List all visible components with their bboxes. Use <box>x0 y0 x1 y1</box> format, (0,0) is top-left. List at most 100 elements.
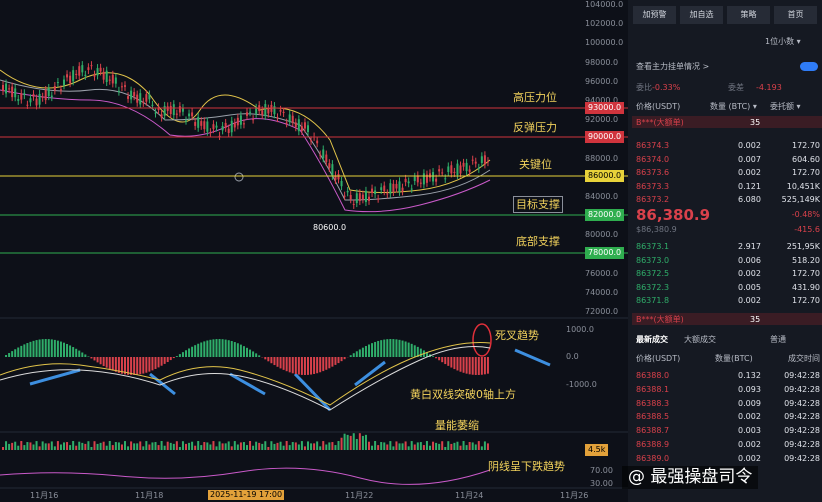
macd-bar <box>313 357 316 374</box>
volume-bar <box>389 441 392 450</box>
trade-header: 数量(BTC) <box>715 354 753 363</box>
candle <box>246 112 248 116</box>
macd-bar <box>425 352 428 357</box>
candle <box>130 90 133 100</box>
book-header: 数量 (BTC) ▾ <box>710 102 757 111</box>
volume-bar <box>230 446 233 450</box>
price-tick: 104000.0 <box>585 0 624 9</box>
candle <box>53 86 56 91</box>
macd-bar <box>172 357 175 359</box>
volume-bar <box>435 442 438 450</box>
macd-bar <box>139 357 142 375</box>
trade-tab[interactable]: 普通 <box>770 335 786 344</box>
macd-bar <box>114 357 117 372</box>
level-note: 底部支撑 <box>516 235 560 248</box>
trade-amount: 09:42:28 <box>784 453 820 463</box>
panel-button[interactable]: 策略 <box>727 6 770 24</box>
macd-bar <box>358 349 361 357</box>
candle <box>32 94 35 97</box>
price-tick: 88000.0 <box>585 153 619 163</box>
macd-bar <box>69 345 72 357</box>
candle <box>14 88 17 98</box>
candle <box>197 116 200 128</box>
macd-bar <box>120 357 123 374</box>
volume-bar <box>20 441 23 450</box>
volume-bar <box>291 442 294 450</box>
volume-bar <box>233 441 236 450</box>
candle <box>300 126 303 132</box>
macd-bar <box>26 343 29 357</box>
volume-bar <box>66 442 69 450</box>
candle <box>41 96 44 98</box>
panel-button[interactable]: 首页 <box>774 6 817 24</box>
volume-bar <box>255 441 258 450</box>
candle <box>2 85 4 91</box>
volume-bar <box>322 441 325 450</box>
panel-button[interactable]: 加预警 <box>633 6 676 24</box>
candle <box>200 121 203 126</box>
volume-bar <box>29 442 32 450</box>
candle <box>108 79 111 81</box>
volume-bar <box>303 446 306 450</box>
level-price: 93000.0 <box>585 102 625 114</box>
candle <box>355 193 358 204</box>
level-note: 目标支撑 <box>513 196 563 213</box>
candle <box>438 169 441 172</box>
trade-price: 86388.5 <box>636 412 670 422</box>
macd-bar <box>349 355 352 357</box>
volume-bar <box>38 446 41 450</box>
main-orders-link[interactable]: 查看主力挂单情况 > <box>636 62 710 71</box>
band-upper <box>0 69 491 193</box>
volume-bar <box>96 443 99 450</box>
ask-qty: 0.002 <box>738 141 761 150</box>
macd-bar <box>81 352 84 357</box>
candle <box>151 104 154 106</box>
macd-bar <box>316 357 319 374</box>
rsi-tick: 70.00 <box>590 466 613 475</box>
date-tick: 11月24 <box>455 491 484 500</box>
bid-amount: 251,95K <box>786 242 820 251</box>
macd-bar <box>151 357 154 371</box>
macd-bar <box>389 339 392 357</box>
candle <box>407 181 410 184</box>
macd-bar <box>255 353 258 357</box>
ask-price: 86373.2 <box>636 195 670 205</box>
candle <box>35 98 38 106</box>
panel-button[interactable]: 加自选 <box>680 6 723 24</box>
precision-select[interactable]: 1位小数 ▾ <box>765 37 801 46</box>
candle <box>422 173 425 185</box>
candle <box>377 198 380 200</box>
candle <box>178 106 181 113</box>
macd-bar <box>279 357 282 369</box>
volume-bar <box>133 443 136 450</box>
macd-bar <box>133 357 136 375</box>
ask-qty: 0.007 <box>738 154 761 164</box>
macd-bar <box>352 353 355 357</box>
candle <box>117 90 120 92</box>
macd-bar <box>291 357 294 374</box>
volume-bar <box>35 441 38 450</box>
volume-bar <box>410 441 413 450</box>
price-tick: 100000.0 <box>585 38 624 48</box>
candle <box>114 77 117 84</box>
volume-bar <box>206 442 209 450</box>
macd-bar <box>239 344 242 357</box>
trade-header: 价格(USDT) <box>636 354 681 363</box>
candle <box>78 66 81 76</box>
trade-tab[interactable]: 大额成交 <box>684 335 716 344</box>
annotation: 死叉趋势 <box>495 329 539 342</box>
trade-tab[interactable]: 最新成交 <box>636 335 668 344</box>
ask-amount: 172.70 <box>792 168 820 178</box>
volume-bar <box>160 441 163 450</box>
candle <box>218 135 221 137</box>
last-price: 86,380.9 <box>636 206 711 224</box>
volume-bar <box>136 443 139 450</box>
candle <box>93 74 96 77</box>
bid-price: 86373.0 <box>636 255 670 265</box>
candle <box>386 193 389 195</box>
macd-bar <box>99 357 102 365</box>
candle <box>456 163 459 175</box>
trade-amount: 09:42:28 <box>784 398 820 408</box>
macd-bar <box>328 357 331 369</box>
level-note: 关键位 <box>519 158 552 171</box>
